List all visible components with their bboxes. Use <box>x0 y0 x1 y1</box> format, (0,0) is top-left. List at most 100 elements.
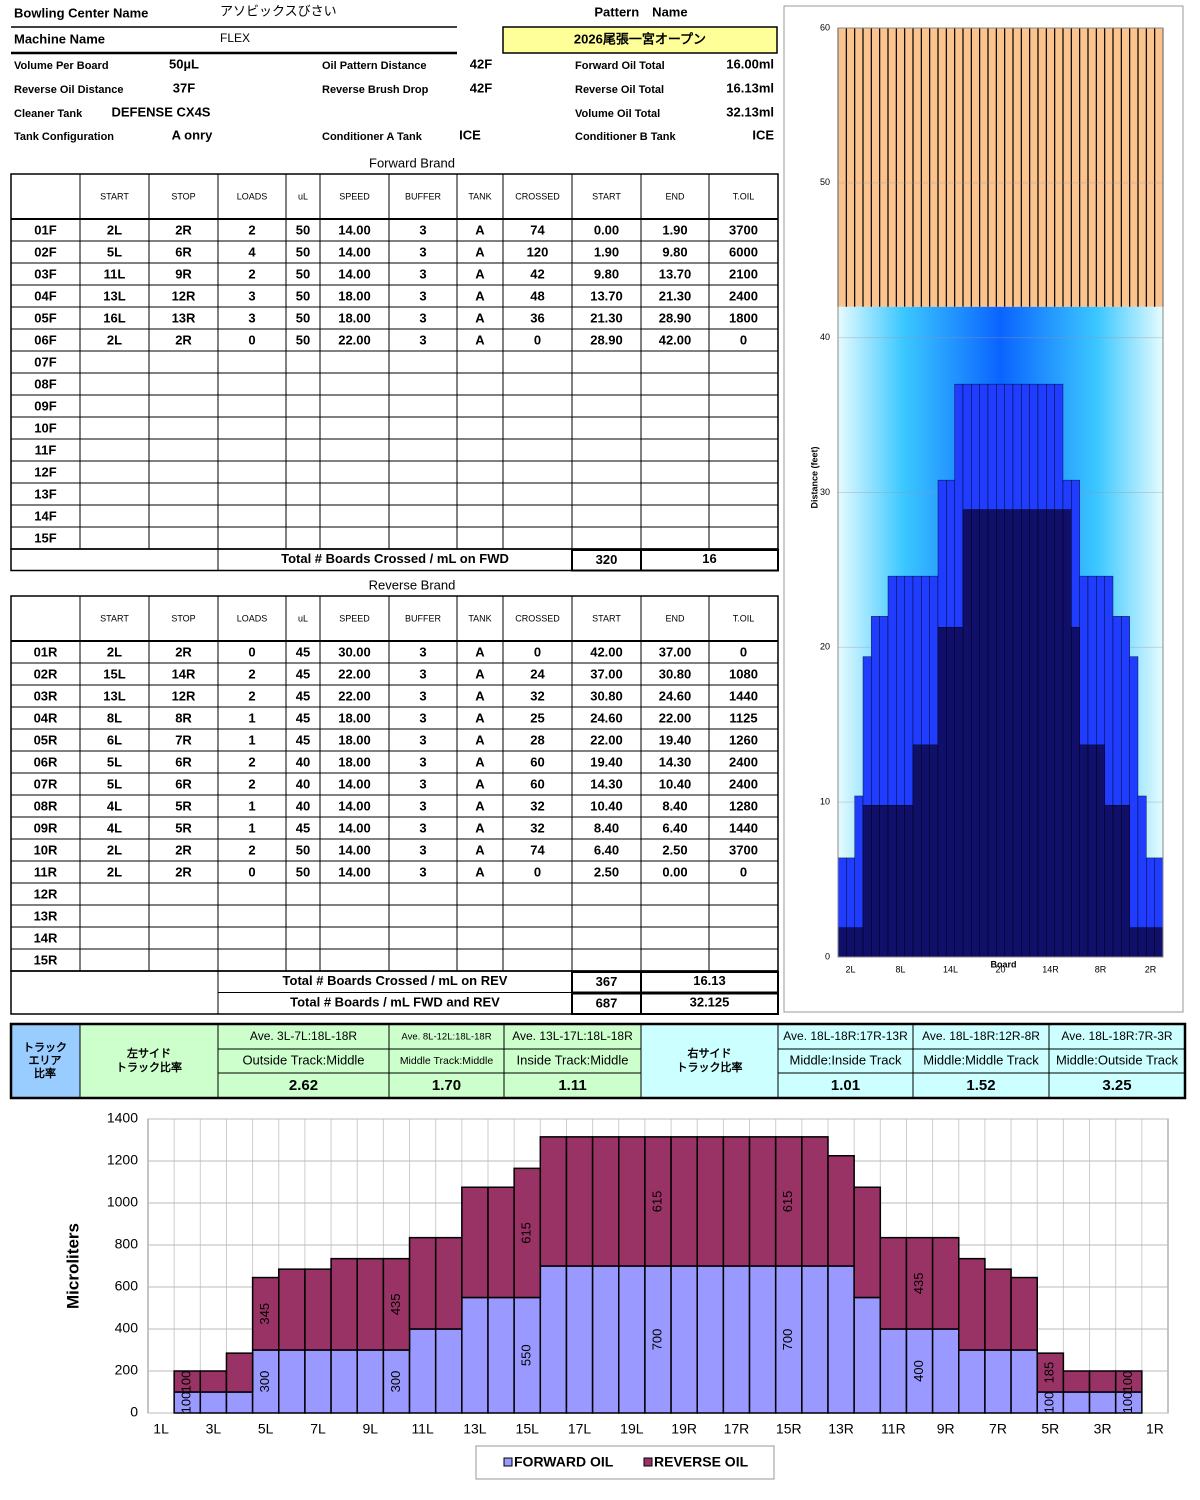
cell: 14.00 <box>338 266 371 281</box>
x-tick-label: 14R <box>1042 964 1059 974</box>
bar <box>946 627 955 958</box>
field-value: 42F <box>470 80 492 95</box>
cell: 3 <box>419 754 426 769</box>
field-value: 50µL <box>169 56 199 71</box>
column-header: END <box>665 613 685 623</box>
cell: 1 <box>248 798 255 813</box>
cell: A <box>475 688 485 703</box>
column-header: STOP <box>171 191 195 201</box>
ratio-value: 3.25 <box>1102 1077 1131 1094</box>
column-header: T.OIL <box>733 191 755 201</box>
bar <box>382 1349 411 1414</box>
cell: 09R <box>34 820 58 835</box>
cell: 05R <box>34 732 58 747</box>
ratio-cell <box>912 1023 1050 1050</box>
x-tick-label: 15R <box>776 1421 802 1437</box>
cell: 22.00 <box>338 666 371 681</box>
ratio-range: Ave. 18L-18R:17R-13R <box>783 1029 908 1043</box>
cell: 1.90 <box>662 222 687 237</box>
cell: 10.40 <box>590 798 623 813</box>
cell: 0 <box>248 332 255 347</box>
bar <box>1088 1370 1117 1393</box>
bar <box>434 1236 463 1330</box>
cell: 15R <box>34 952 58 967</box>
cell: 1440 <box>729 820 758 835</box>
cell: 06F <box>34 332 56 347</box>
field-label: Forward Oil Total <box>575 60 665 72</box>
cell: 0.00 <box>594 222 619 237</box>
ratio-label: Middle Track:Middle <box>400 1055 494 1067</box>
cell: 15F <box>34 530 56 545</box>
cell: 5R <box>175 820 192 835</box>
cell: 3 <box>419 644 426 659</box>
legend <box>475 1445 775 1480</box>
field-label: Pattern Name <box>594 4 687 19</box>
value-label: 100 <box>1120 1371 1135 1393</box>
bar <box>854 927 864 958</box>
ratio-cell <box>388 1048 505 1074</box>
cell: 12R <box>34 886 58 901</box>
cell: 3 <box>419 798 426 813</box>
cell: 1260 <box>729 732 758 747</box>
cell: 30.00 <box>338 644 371 659</box>
legend-label: REVERSE OIL <box>654 1454 749 1470</box>
x-tick-label: 11L <box>411 1421 434 1437</box>
ratio-cell <box>503 1072 642 1099</box>
column-header: CROSSED <box>515 613 560 623</box>
cell: 0 <box>248 644 255 659</box>
x-tick-label: 1R <box>1146 1421 1164 1437</box>
x-tick-label: 17R <box>724 1421 750 1437</box>
cell: 45 <box>296 666 310 681</box>
cell: 74 <box>530 842 545 857</box>
cell: 3 <box>419 710 426 725</box>
ratio-side-title: トラック比率 <box>677 1060 743 1074</box>
ratio-cell <box>79 1023 219 1099</box>
value-label: 700 <box>649 1329 664 1351</box>
bar <box>304 1268 332 1351</box>
ratio-label: Outside Track:Middle <box>242 1052 364 1067</box>
cell: 04F <box>34 288 56 303</box>
cell: 14.30 <box>659 754 692 769</box>
bar <box>1010 1276 1038 1351</box>
bar <box>853 1186 882 1299</box>
x-tick-label: 5L <box>258 1421 274 1437</box>
bar <box>1062 1370 1091 1393</box>
cell: 13R <box>172 310 196 325</box>
value-label: 100 <box>179 1371 194 1393</box>
ratio-side-title: トラック比率 <box>116 1060 182 1074</box>
bar <box>827 1155 855 1267</box>
cell: 9.80 <box>594 266 619 281</box>
total-label: Total # Boards Crossed / mL on FWD <box>281 551 509 566</box>
x-tick-label: 5R <box>1041 1421 1059 1437</box>
cell: 2400 <box>729 776 758 791</box>
bar <box>539 1136 568 1267</box>
cell: 1.90 <box>594 244 619 259</box>
cell: 50 <box>296 288 310 303</box>
cell: 6.40 <box>594 842 619 857</box>
bar <box>1129 927 1139 958</box>
cell: 11L <box>104 266 126 281</box>
cell: 3 <box>419 222 426 237</box>
value-label: 700 <box>780 1329 795 1351</box>
x-tick-label: 3R <box>1094 1421 1112 1437</box>
cell: 11R <box>34 864 58 879</box>
column-header: CROSSED <box>515 191 560 201</box>
cell: 4 <box>248 244 256 259</box>
x-tick-label: 11R <box>881 1421 906 1437</box>
bar <box>958 1257 986 1351</box>
ratio-title: 比率 <box>34 1066 56 1080</box>
cell: 04R <box>34 710 58 725</box>
cell: 2L <box>107 842 122 857</box>
cell: 1800 <box>729 310 758 325</box>
bar <box>696 1265 725 1414</box>
cell: 28.90 <box>590 332 623 347</box>
value-label: 300 <box>388 1371 403 1393</box>
cell: A <box>475 710 485 725</box>
x-tick-label: 9L <box>363 1421 379 1437</box>
cell: 14F <box>34 508 56 523</box>
bar <box>937 627 947 958</box>
value-label: 435 <box>388 1293 403 1315</box>
cell: 9R <box>175 266 192 281</box>
bar <box>565 1136 594 1267</box>
